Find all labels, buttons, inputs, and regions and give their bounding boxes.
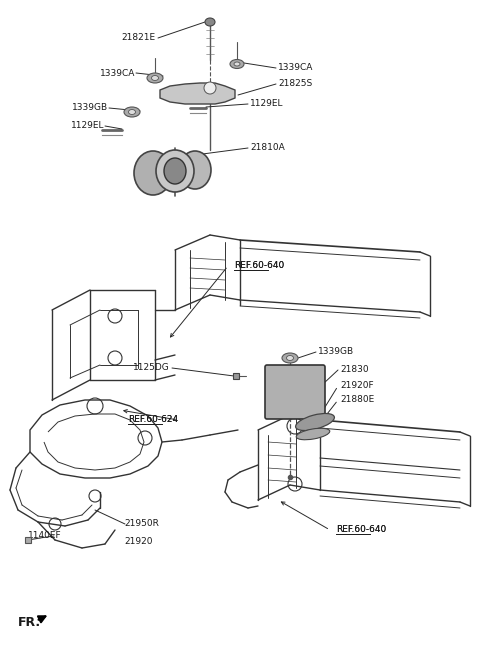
Text: 1339GB: 1339GB — [72, 104, 108, 112]
Text: 1129EL: 1129EL — [250, 100, 284, 108]
Text: 21830: 21830 — [340, 365, 369, 375]
Text: 1129EL: 1129EL — [71, 121, 104, 131]
Text: REF.60-624: REF.60-624 — [128, 415, 178, 424]
Text: 1339GB: 1339GB — [318, 348, 354, 356]
Ellipse shape — [205, 18, 215, 26]
Ellipse shape — [164, 158, 186, 184]
Text: 21810A: 21810A — [250, 144, 285, 152]
Ellipse shape — [296, 428, 330, 440]
Text: REF.60-640: REF.60-640 — [234, 262, 284, 270]
Ellipse shape — [129, 110, 135, 115]
Text: 21950R: 21950R — [124, 520, 159, 529]
Ellipse shape — [179, 151, 211, 189]
Text: REF.60-640: REF.60-640 — [234, 262, 284, 270]
Ellipse shape — [147, 73, 163, 83]
Ellipse shape — [282, 353, 298, 363]
Text: 21920F: 21920F — [340, 382, 373, 390]
Text: 21825S: 21825S — [278, 79, 312, 89]
Text: REF.60-640: REF.60-640 — [336, 525, 386, 535]
Ellipse shape — [156, 150, 194, 192]
Text: REF.60-640: REF.60-640 — [336, 525, 386, 535]
Text: 1339CA: 1339CA — [278, 64, 313, 73]
Text: 21920: 21920 — [124, 537, 153, 546]
Circle shape — [204, 82, 216, 94]
Text: FR.: FR. — [18, 615, 41, 628]
Text: REF.60-624: REF.60-624 — [128, 415, 178, 424]
Ellipse shape — [230, 60, 244, 68]
Text: 21880E: 21880E — [340, 396, 374, 405]
Text: 1140EF: 1140EF — [28, 531, 61, 541]
Text: 1339CA: 1339CA — [100, 68, 135, 77]
Ellipse shape — [152, 75, 158, 81]
Ellipse shape — [134, 151, 172, 195]
Text: 21821E: 21821E — [121, 33, 155, 43]
Ellipse shape — [296, 413, 335, 430]
Text: 1125DG: 1125DG — [133, 363, 170, 373]
Ellipse shape — [287, 356, 293, 361]
Polygon shape — [160, 83, 235, 104]
Ellipse shape — [234, 62, 240, 66]
FancyBboxPatch shape — [265, 365, 325, 419]
Ellipse shape — [124, 107, 140, 117]
